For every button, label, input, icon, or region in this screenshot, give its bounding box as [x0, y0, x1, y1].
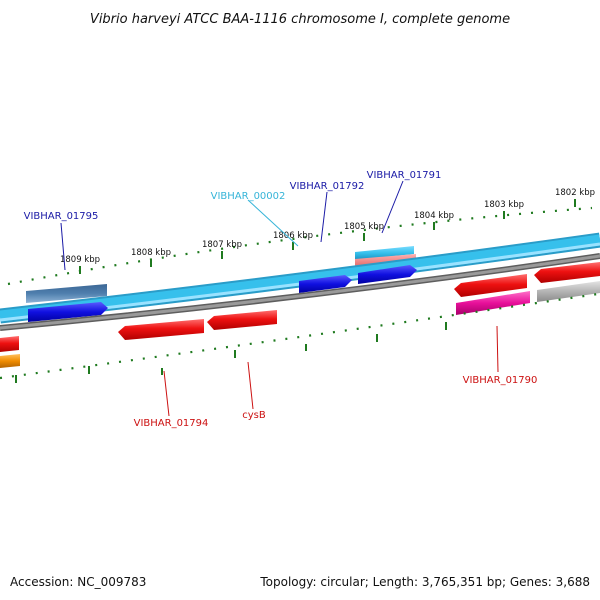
minus-strand-genes [0, 262, 600, 368]
gene-red-edge[interactable] [534, 262, 600, 283]
label-vibhar-01790[interactable]: VIBHAR_01790 [463, 375, 538, 386]
gene-vibhar-01791-outer[interactable] [355, 246, 414, 260]
gene-cysb[interactable] [207, 310, 277, 330]
accession-text: Accession: NC_009783 [10, 575, 146, 589]
callout-vibhar-00002 [247, 199, 299, 247]
minus-tick-row [0, 292, 599, 383]
tick-label-1807: 1807 kbp [202, 240, 242, 250]
topology-summary: Topology: circular; Length: 3,765,351 bp… [259, 575, 590, 589]
callout-vibhar-01790 [496, 325, 499, 373]
tick-label-1803: 1803 kbp [484, 200, 524, 210]
gene-red-left[interactable] [0, 336, 19, 352]
gene-orange-left[interactable] [0, 354, 20, 368]
gene-gray-edge[interactable] [537, 281, 600, 302]
label-vibhar-01794[interactable]: VIBHAR_01794 [134, 418, 209, 429]
label-cysb[interactable]: cysB [242, 410, 266, 421]
minus-tick-dots [0, 292, 599, 380]
label-vibhar-01791[interactable]: VIBHAR_01791 [367, 170, 442, 181]
gene-blue-1[interactable] [28, 302, 108, 322]
plus-strand-blue-genes [28, 265, 417, 322]
tick-label-1802: 1802 kbp [555, 188, 595, 198]
callout-vibhar-01792 [320, 191, 328, 243]
gene-vibhar-00002[interactable] [358, 265, 417, 284]
callout-cysb [247, 361, 254, 410]
callout-lines [60, 180, 499, 417]
label-vibhar-01792[interactable]: VIBHAR_01792 [290, 181, 365, 192]
minus-backbone [0, 254, 600, 330]
tick-label-1808: 1808 kbp [131, 248, 171, 258]
label-vibhar-00002[interactable]: VIBHAR_00002 [211, 191, 286, 202]
scale-tick-labels: 1809 kbp 1808 kbp 1807 kbp 1806 kbp 1805… [60, 188, 595, 265]
gene-vibhar-01794[interactable] [118, 319, 204, 340]
minus-major-ticks [15, 322, 447, 383]
gene-red-upper[interactable] [454, 274, 527, 297]
callout-vibhar-01795 [60, 222, 66, 271]
gene-vibhar-01792[interactable] [299, 275, 352, 293]
tick-label-1809: 1809 kbp [60, 255, 100, 265]
gene-vibhar-01795[interactable] [26, 284, 107, 303]
minus-strand-backbone [0, 253, 600, 331]
gene-vibhar-01790[interactable] [456, 291, 530, 315]
callout-vibhar-01791 [381, 180, 404, 234]
tick-label-1805: 1805 kbp [344, 222, 384, 232]
gene-labels: VIBHAR_01795 VIBHAR_00002 VIBHAR_01792 V… [24, 170, 538, 429]
map-title: Vibrio harveyi ATCC BAA-1116 chromosome … [90, 12, 510, 27]
callout-vibhar-01794 [163, 370, 170, 417]
tick-label-1806: 1806 kbp [273, 231, 313, 241]
label-vibhar-01795[interactable]: VIBHAR_01795 [24, 211, 99, 222]
scale-major-ticks [79, 199, 576, 274]
tick-label-1804: 1804 kbp [414, 211, 454, 221]
